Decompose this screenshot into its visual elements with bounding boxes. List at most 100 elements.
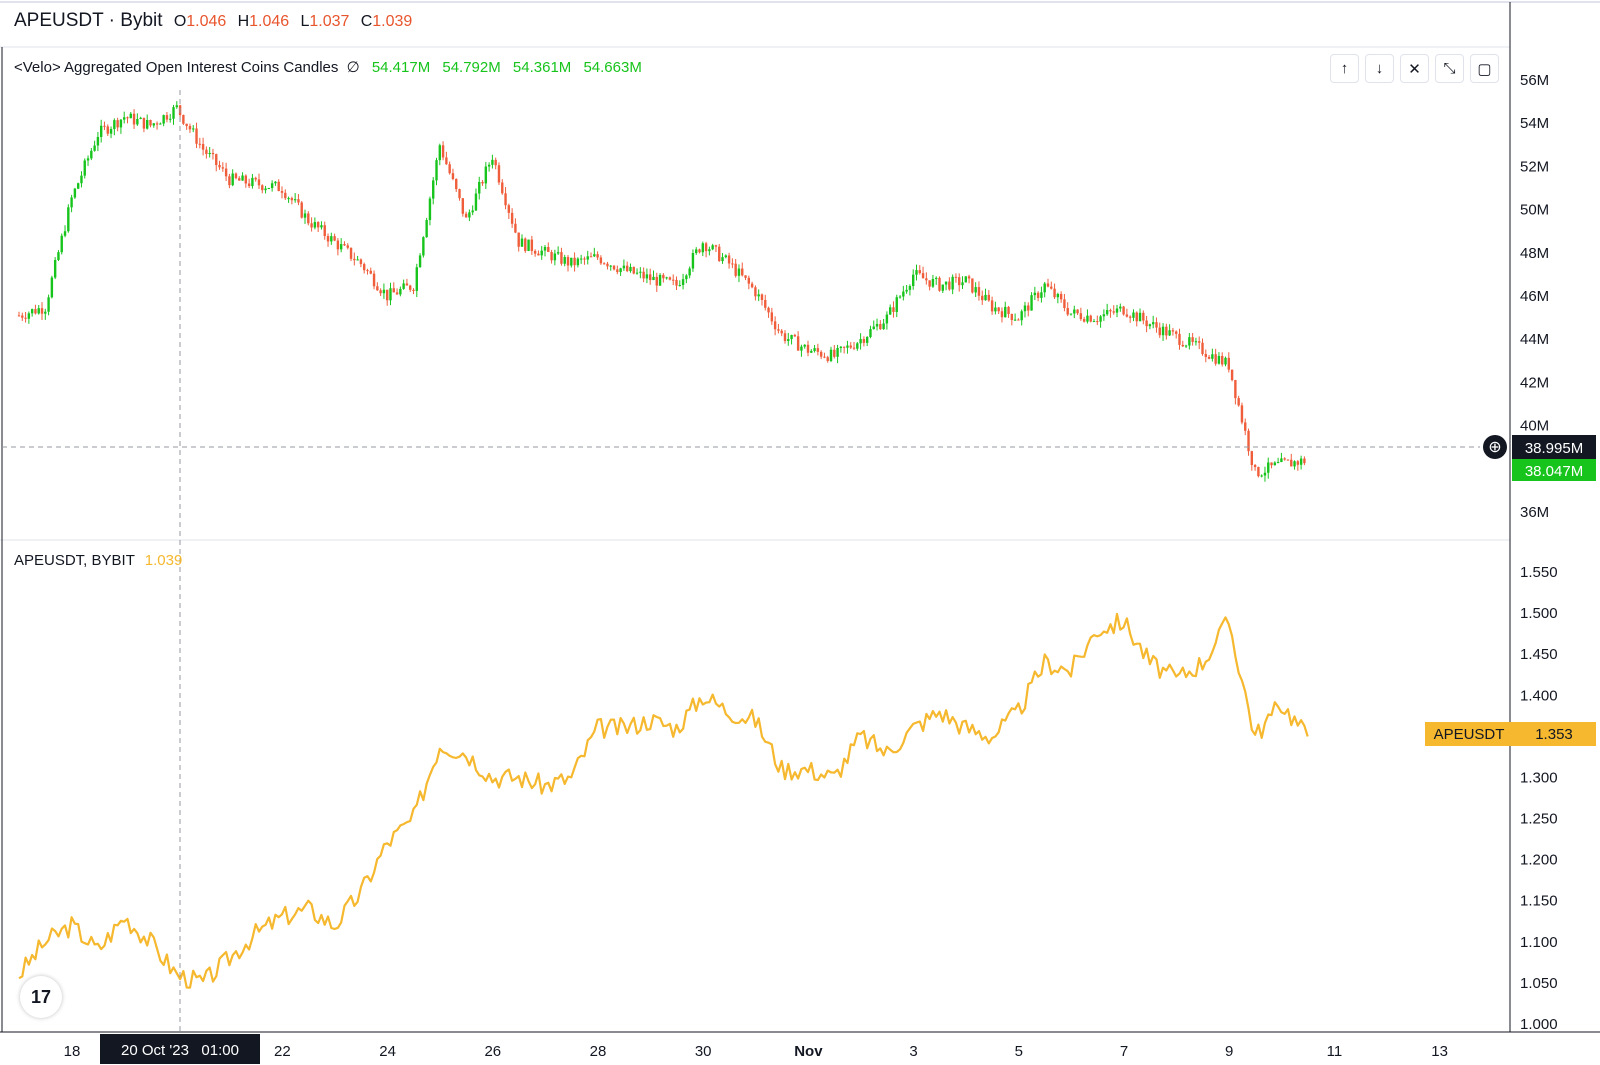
tradingview-logo[interactable]: 17 — [20, 976, 62, 1018]
oi-candle — [1151, 322, 1155, 325]
oi-candle — [570, 257, 573, 266]
oi-candle — [231, 173, 234, 186]
oi-candle — [1013, 319, 1017, 321]
oi-candle — [320, 225, 323, 228]
oi-candle — [409, 285, 412, 290]
oi-candle — [1280, 458, 1283, 463]
oi-candle — [527, 239, 530, 251]
oi-candle — [576, 258, 580, 266]
oi-candle — [938, 277, 941, 291]
oi-candle — [1096, 321, 1099, 323]
oi-candle — [1063, 299, 1066, 308]
eye-icon[interactable]: ∅ — [346, 59, 360, 76]
move-up-button[interactable]: ↑ — [1330, 54, 1359, 83]
oi-candle — [780, 330, 783, 334]
oi-candle — [1161, 326, 1165, 336]
oi-tick-label: 50M — [1520, 202, 1549, 219]
oi-candle — [892, 307, 895, 312]
price-tick-label: 1.150 — [1520, 893, 1558, 910]
oi-tick-label: 52M — [1520, 158, 1549, 175]
oi-candle — [958, 277, 961, 286]
oi-candle — [777, 329, 780, 331]
oi-candle — [823, 356, 826, 358]
oi-candle — [1020, 311, 1023, 321]
open-value: 1.046 — [186, 13, 227, 30]
symbol-title[interactable]: APEUSDT · Bybit — [14, 10, 163, 31]
oi-candle — [99, 125, 103, 137]
oi-candle — [93, 145, 96, 151]
oi-candle — [593, 254, 596, 257]
oi-candle — [1004, 306, 1007, 318]
oi-candle — [1198, 341, 1201, 343]
move-down-button[interactable]: ↓ — [1365, 54, 1394, 83]
oi-candle — [1040, 292, 1043, 298]
oi-candle — [1247, 430, 1250, 452]
collapse-pane-button[interactable]: ⤡ — [1435, 54, 1464, 83]
time-tick-label: 7 — [1120, 1043, 1128, 1060]
oi-candle — [875, 324, 879, 327]
oi-candle — [1175, 331, 1178, 334]
oi-candle — [461, 198, 465, 214]
price-tag-symbol-bg — [1425, 722, 1513, 746]
oi-candle — [336, 240, 340, 250]
maximize-pane-button[interactable]: ▢ — [1470, 54, 1499, 83]
oi-candle — [800, 346, 803, 351]
indicator-legend: <Velo> Aggregated Open Interest Coins Ca… — [14, 58, 642, 76]
oi-candle — [589, 256, 593, 258]
oi-candle — [652, 276, 655, 281]
oi-candle — [961, 282, 964, 286]
oi-candle — [53, 260, 57, 278]
oi-candle — [842, 346, 846, 348]
oi-candle — [392, 288, 395, 293]
oi-candle — [405, 283, 409, 286]
oi-candle — [1086, 315, 1089, 322]
oi-candle — [1253, 465, 1257, 468]
remove-pane-button[interactable]: ✕ — [1400, 54, 1429, 83]
oi-candle — [349, 247, 353, 259]
oi-candle — [123, 117, 126, 120]
logo-text: 17 — [30, 986, 52, 1007]
oi-candle — [1092, 321, 1096, 323]
oi-candle — [63, 231, 67, 236]
oi-candle — [76, 183, 80, 189]
oi-candle — [556, 252, 560, 254]
oi-tick-label: 40M — [1520, 418, 1549, 435]
oi-candle — [849, 345, 852, 348]
oi-candle — [1046, 283, 1050, 287]
indicator-title[interactable]: <Velo> Aggregated Open Interest Coins Ca… — [14, 59, 339, 76]
oi-candle — [767, 307, 770, 313]
price-pane-title[interactable]: APEUSDT, BYBIT — [14, 552, 135, 569]
oi-candle — [629, 266, 632, 272]
oi-candle — [169, 118, 172, 120]
oi-candle — [471, 210, 474, 213]
oi-candle — [688, 268, 691, 276]
oi-candle — [445, 157, 448, 165]
oi-candle — [990, 300, 994, 312]
oi-tick-label: 44M — [1520, 331, 1549, 348]
oi-candle — [1283, 458, 1286, 460]
oi-candle — [432, 180, 435, 199]
oi-candle — [658, 274, 662, 286]
add-alert-icon[interactable] — [1483, 435, 1507, 459]
oi-candle — [1276, 462, 1280, 464]
oi-candles[interactable] — [17, 101, 1306, 482]
last-oi-label-bg — [1512, 459, 1596, 481]
oi-candle — [366, 270, 369, 272]
oi-candle — [270, 183, 274, 189]
oi-candle — [1224, 357, 1227, 365]
oi-candle — [826, 357, 829, 361]
oi-candle — [1155, 322, 1158, 328]
oi-candle — [833, 349, 836, 357]
oi-candle — [563, 257, 566, 264]
oi-candle — [678, 285, 681, 287]
oi-candle — [619, 268, 622, 273]
oi-candle — [402, 283, 405, 289]
oi-candle — [888, 307, 892, 315]
oi-candle — [1007, 306, 1010, 314]
oi-candle — [37, 308, 40, 314]
oi-candle — [395, 292, 399, 295]
oi-candle — [1132, 312, 1135, 318]
price-series-line[interactable] — [18, 612, 1309, 989]
oi-candle — [839, 346, 843, 348]
